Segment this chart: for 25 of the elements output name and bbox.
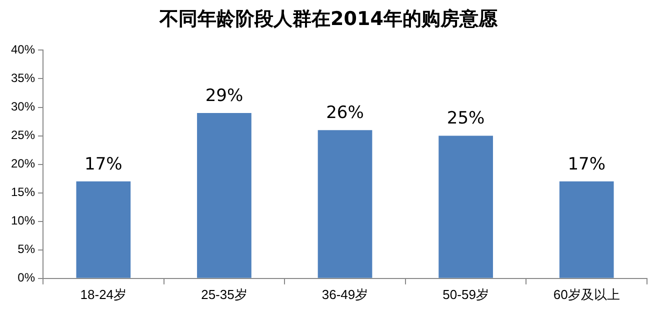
bar <box>197 112 252 278</box>
y-tick-label: 0% <box>18 270 36 285</box>
y-tick-label: 30% <box>10 100 36 114</box>
x-tick-label: 36-49岁 <box>322 286 368 302</box>
x-tick-label: 50-59岁 <box>442 286 489 302</box>
y-tick-label: 40% <box>10 42 36 57</box>
y-tick-label: 10% <box>10 214 36 228</box>
bar <box>438 136 493 278</box>
y-tick-label: 25% <box>10 128 36 142</box>
y-tick-label: 5% <box>18 242 36 256</box>
data-label: 29% <box>205 86 244 106</box>
bar <box>76 181 131 278</box>
x-tick-label: 25-35岁 <box>201 286 248 302</box>
data-label: 26% <box>326 102 364 123</box>
x-tick-label: 60岁及以上 <box>553 286 620 302</box>
data-label: 17% <box>568 154 606 174</box>
chart-title: 不同年龄阶段人群在2014年的购房意愿 <box>158 7 499 32</box>
x-tick-label: 18-24岁 <box>80 286 127 302</box>
data-label: 25% <box>446 108 485 129</box>
bar <box>318 130 372 278</box>
y-tick-label: 20% <box>10 156 36 171</box>
data-label: 17% <box>84 154 122 174</box>
bar <box>559 181 614 278</box>
y-tick-label: 35% <box>10 71 36 86</box>
y-tick-label: 15% <box>10 185 36 200</box>
